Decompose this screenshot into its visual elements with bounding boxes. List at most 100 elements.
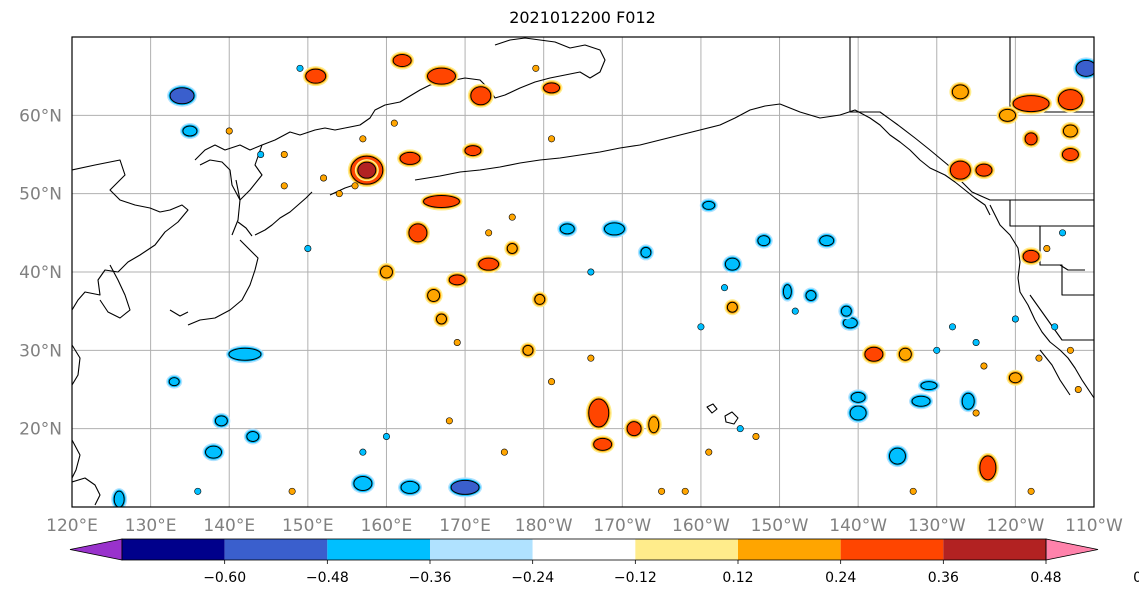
map-title: 2021012200 F012 [509,8,656,27]
coastline-segment [1029,294,1094,341]
anomaly-core [399,151,421,165]
anomaly-core [1062,124,1078,138]
negative-anomaly-blob [722,255,743,274]
positive-anomaly-blob [949,81,972,102]
anomaly-core [168,377,180,387]
negative-anomaly-blob [838,303,855,320]
anomaly-dot [658,487,666,495]
positive-anomaly-blob [861,344,886,365]
anomaly-dot [681,487,689,495]
anomaly-core [169,87,195,105]
anomaly-core [951,84,969,100]
negative-anomaly-blob [699,198,718,213]
anomaly-core [357,161,377,179]
longitude-tick-label: 130°W [908,516,966,536]
anomaly-core [975,163,993,177]
negative-anomaly-blob [847,403,870,423]
coastline-segment [187,239,259,326]
anomaly-core [724,257,740,271]
anomaly-core [426,67,456,85]
colorbar-frame [121,538,1047,561]
longitude-tick-label: 160°E [361,516,413,536]
anomaly-core [246,431,260,442]
colorbar-bin [327,539,430,560]
anomaly-dot [280,151,288,159]
positive-anomaly-blob [519,342,536,359]
positive-anomaly-blob [302,66,329,87]
positive-anomaly-blob [585,396,612,430]
anomaly-core [353,476,373,491]
anomaly-dot [508,213,516,221]
anomaly-dot [485,229,493,237]
anomaly-core [1022,249,1040,263]
longitude-tick-label: 170°E [439,516,491,536]
anomaly-core [726,301,738,313]
anomaly-dot [194,487,202,495]
positive-anomaly-blob [1059,145,1082,164]
anomaly-dot [548,378,556,386]
longitude-tick-label: 130°E [125,516,177,536]
positive-anomaly-blob [467,83,494,108]
positive-anomaly-blob [446,271,469,288]
positive-anomaly-blob [590,435,615,454]
positive-anomaly-blob [433,311,450,327]
anomaly-core [450,479,480,495]
colorbar-bin [840,539,944,560]
anomaly-dot [752,432,760,440]
positive-anomaly-blob [1020,247,1043,266]
positive-anomaly-blob [896,345,915,364]
negative-anomaly-blob [557,220,578,237]
anomaly-core [470,86,492,106]
coastline-segment [72,477,101,506]
positive-anomaly-blob [976,452,999,483]
coastline-segment [72,159,189,311]
coastline-segment [989,204,1094,399]
anomaly-dot [351,182,359,190]
positive-anomaly-blob [947,158,974,183]
anomaly-core [1075,59,1094,77]
anomaly-core [559,223,575,235]
coastline-segment [237,221,253,237]
anomaly-dot [933,346,941,354]
negative-anomaly-blob [959,390,978,413]
coastline-segment [169,309,189,317]
coastline-segment [1039,349,1071,396]
anomaly-core [228,347,262,361]
negative-anomaly-blob [350,473,375,494]
anomaly-dot [972,409,980,417]
coastline-segment [1009,200,1094,227]
anomaly-core [1057,89,1083,111]
negative-anomaly-blob [167,84,198,107]
anomaly-dot [1027,487,1035,495]
anomaly-core [840,305,852,317]
anomaly-dot [1059,229,1067,237]
colorbar-tick-label: −0.48 [306,570,349,586]
positive-anomaly-blob [424,65,459,88]
negative-anomaly-blob [917,378,940,393]
anomaly-dot [280,182,288,190]
anomaly-dot [225,127,233,135]
positive-anomaly-blob [1006,369,1025,386]
anomaly-core [850,391,866,403]
positive-anomaly-blob [504,240,521,257]
anomaly-core [478,257,500,271]
anomaly-dot [1074,385,1082,393]
anomaly-dot [721,284,729,292]
positive-anomaly-blob [531,291,548,308]
anomaly-core [849,405,867,421]
anomaly-dot [500,448,508,456]
anomaly-dot [736,425,744,433]
anomaly-dot [320,174,328,182]
positive-anomaly-blob [424,286,443,305]
anomaly-core [805,290,817,301]
coastline-segment [724,411,739,425]
anomaly-core [588,398,610,428]
latitude-tick-label: 50°N [19,185,62,205]
anomaly-dot [1035,354,1043,362]
negative-anomaly-blob [179,123,200,139]
anomaly-core [949,160,971,180]
anomaly-dot [532,64,540,72]
colorbar-extend-min [69,538,123,561]
anomaly-core [593,437,613,451]
coastline-segment [344,37,606,129]
